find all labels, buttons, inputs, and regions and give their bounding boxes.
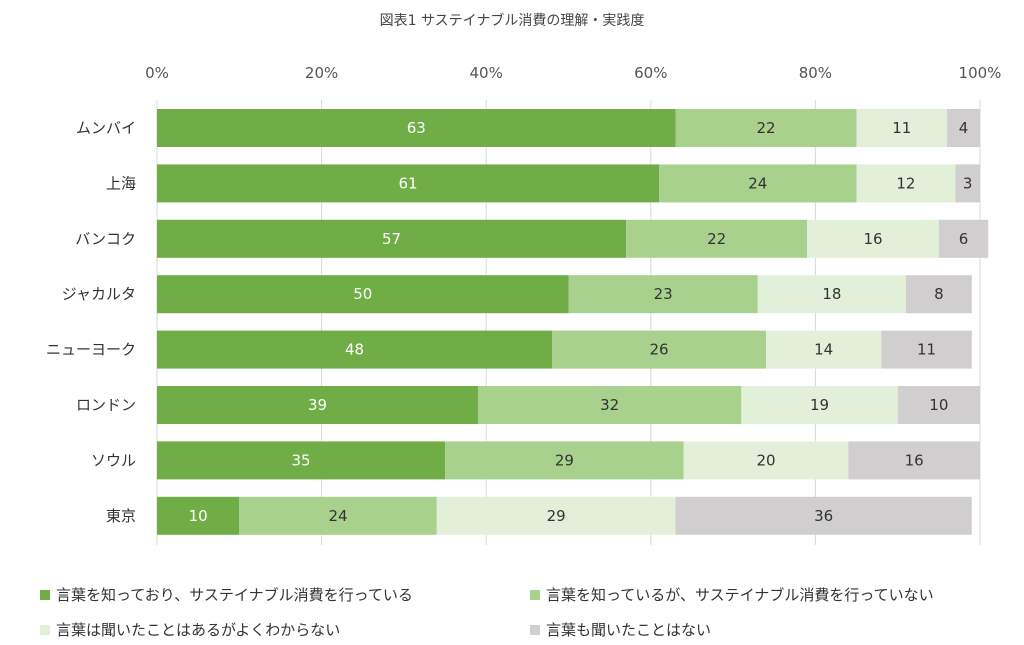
data-label-s1-c5: 32 (600, 396, 619, 414)
bar-s3-c2 (938, 219, 989, 258)
data-label-s1-c3: 23 (654, 285, 673, 303)
data-label-s3-c2: 6 (959, 230, 969, 248)
legend-swatch-1 (530, 589, 540, 600)
legend-item-3: 言葉も聞いたことはない (530, 619, 711, 640)
data-label-s2-c0: 11 (892, 119, 911, 137)
category-label-4: ニューヨーク (46, 341, 136, 359)
bar-s0-c0 (157, 109, 676, 147)
data-label-s0-c7: 10 (189, 507, 208, 525)
bar-s2-c6 (683, 441, 849, 480)
chart-title: 図表1 サステイナブル消費の理解・実践度 (379, 13, 645, 29)
data-label-s2-c7: 29 (547, 507, 566, 525)
data-label-s1-c0: 22 (756, 119, 775, 137)
legend-item-1: 言葉を知っているが、サステイナブル消費を行っていない (530, 584, 934, 605)
x-tick-label-1: 20% (305, 64, 338, 82)
data-label-s0-c3: 50 (353, 285, 372, 303)
bar-s0-c4 (157, 330, 553, 369)
bar-s3-c7 (675, 496, 972, 535)
legend-item-0: 言葉を知っており、サステイナブル消費を行っている (40, 584, 413, 605)
bar-s2-c0 (856, 109, 948, 147)
bar-s2-c7 (436, 496, 676, 535)
x-tick-label-4: 80% (799, 64, 832, 82)
data-label-s2-c1: 12 (896, 174, 915, 192)
x-tick-label-0: 0% (145, 64, 169, 82)
bar-s2-c2 (807, 219, 939, 258)
bar-s3-c6 (848, 441, 980, 480)
data-label-s1-c6: 29 (555, 451, 574, 469)
category-label-7: 東京 (106, 507, 136, 525)
data-label-s3-c5: 10 (929, 396, 948, 414)
bar-s0-c3 (157, 275, 569, 314)
data-label-s2-c2: 16 (863, 230, 882, 248)
data-label-s1-c4: 26 (649, 341, 668, 359)
category-label-2: バンコク (75, 230, 136, 248)
data-label-s0-c5: 39 (308, 396, 327, 414)
data-label-s3-c7: 36 (814, 507, 833, 525)
bar-s0-c2 (157, 219, 627, 258)
bar-s0-c5 (157, 386, 478, 424)
data-label-s1-c2: 22 (707, 230, 726, 248)
bar-s0-c1 (157, 164, 660, 203)
category-label-1: 上海 (106, 174, 136, 192)
data-label-s3-c0: 4 (959, 119, 969, 137)
data-label-s1-c1: 24 (748, 174, 767, 192)
bar-s1-c5 (477, 386, 742, 424)
data-label-s1-c7: 24 (329, 507, 348, 525)
data-label-s2-c3: 18 (822, 285, 841, 303)
bar-s0-c7 (157, 496, 240, 535)
bar-s3-c3 (905, 275, 972, 314)
bar-s3-c0 (947, 109, 980, 147)
category-label-3: ジャカルタ (62, 285, 136, 303)
legend-swatch-0 (40, 589, 50, 600)
bar-s2-c5 (741, 386, 898, 424)
x-tick-label-3: 60% (634, 64, 667, 82)
bar-s2-c3 (757, 275, 906, 314)
data-label-s2-c5: 19 (810, 396, 829, 414)
bar-s1-c7 (239, 496, 437, 535)
data-label-s0-c4: 48 (345, 341, 364, 359)
category-label-0: ムンバイ (76, 119, 136, 137)
data-label-s2-c4: 14 (814, 341, 833, 359)
legend-label-0: 言葉を知っており、サステイナブル消費を行っている (56, 586, 413, 604)
data-label-s3-c4: 11 (917, 341, 936, 359)
data-label-s2-c6: 20 (756, 451, 775, 469)
x-tick-label-5: 100% (959, 64, 1002, 82)
legend-swatch-2 (40, 624, 50, 635)
bar-s3-c1 (955, 164, 980, 203)
bar-s3-c5 (897, 386, 980, 424)
bar-s1-c2 (626, 219, 808, 258)
bar-s3-c4 (881, 330, 972, 369)
legend-item-2: 言葉は聞いたことはあるがよくわからない (40, 619, 340, 640)
legend-label-3: 言葉も聞いたことはない (546, 621, 712, 639)
data-label-s0-c0: 63 (407, 119, 426, 137)
bar-s1-c3 (568, 275, 758, 314)
bar-s1-c1 (659, 164, 857, 203)
bar-s1-c6 (445, 441, 684, 480)
legend-swatch-3 (530, 624, 540, 635)
category-label-5: ロンドン (76, 396, 136, 414)
bar-s2-c1 (856, 164, 956, 203)
bar-s0-c6 (157, 441, 446, 480)
x-tick-label-2: 40% (470, 64, 503, 82)
data-label-s3-c3: 8 (934, 285, 944, 303)
bar-s2-c4 (766, 330, 882, 369)
legend-label-1: 言葉を知っているが、サステイナブル消費を行っていない (546, 586, 934, 604)
bar-s1-c4 (552, 330, 767, 369)
data-label-s0-c6: 35 (291, 451, 310, 469)
data-label-s3-c6: 16 (905, 451, 924, 469)
legend-label-2: 言葉は聞いたことはあるがよくわからない (56, 621, 341, 639)
data-label-s0-c1: 61 (398, 174, 417, 192)
data-label-s0-c2: 57 (382, 230, 401, 248)
bar-s1-c0 (675, 109, 857, 147)
data-label-s3-c1: 3 (963, 174, 973, 192)
category-label-6: ソウル (91, 451, 136, 469)
